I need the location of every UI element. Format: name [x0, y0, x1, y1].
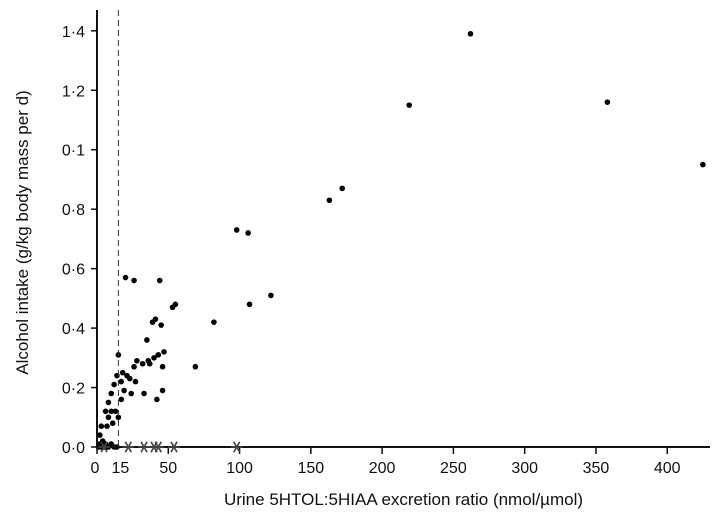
- data-point: [122, 274, 129, 281]
- star-marker: [122, 441, 135, 453]
- data-point: [467, 30, 474, 37]
- data-point: [108, 390, 115, 397]
- x-tick-label: 150: [297, 460, 324, 477]
- data-point: [156, 277, 163, 284]
- data-point: [118, 396, 125, 403]
- data-point: [339, 185, 346, 192]
- data-point: [159, 363, 166, 370]
- star-marker-stroke: [154, 441, 162, 453]
- data-point: [109, 420, 116, 427]
- star-marker-stroke: [233, 441, 241, 453]
- data-point: [114, 372, 120, 379]
- data-point: [233, 227, 240, 233]
- data-point: [211, 319, 217, 325]
- data-point: [159, 387, 166, 394]
- data-point: [139, 360, 146, 367]
- data-point: [115, 414, 122, 421]
- y-tick-label: 0·6: [62, 262, 85, 279]
- data-point: [119, 369, 126, 376]
- data-point: [141, 390, 147, 397]
- data-point: [245, 230, 251, 236]
- data-point: [126, 375, 133, 382]
- star-marker-stroke: [170, 441, 178, 453]
- x-axis-label: Urine 5HTOL:5HIAA excretion ratio (nmol/…: [224, 490, 583, 509]
- y-axis-label: Alcohol intake (g/kg body mass per d): [13, 90, 32, 374]
- data-point: [326, 197, 333, 204]
- x-tick-label: 100: [226, 460, 253, 477]
- y-tick-label: 1·2: [62, 83, 85, 100]
- data-point: [155, 352, 162, 358]
- star-marker: [98, 441, 111, 453]
- data-point: [98, 423, 105, 429]
- data-point: [131, 363, 137, 370]
- data-point: [97, 432, 103, 438]
- data-point: [246, 301, 253, 308]
- data-point: [161, 349, 167, 355]
- data-point: [111, 381, 117, 388]
- data-point: [154, 396, 160, 403]
- data-point: [132, 378, 139, 385]
- y-tick-label: 0·8: [62, 202, 85, 219]
- data-point: [152, 316, 159, 322]
- data-point: [104, 423, 110, 429]
- data-point: [158, 322, 164, 328]
- x-tick-label: 300: [511, 460, 538, 477]
- star-marker-stroke: [100, 441, 108, 453]
- y-axis-ticks: 0·0 0·2 0·4 0·6 0·8 0·1 1·2 1·4: [62, 24, 97, 457]
- data-point: [128, 390, 135, 397]
- points-layer: [95, 30, 706, 450]
- y-tick-label: 0·0: [62, 440, 85, 457]
- x-tick-label: 400: [654, 460, 681, 477]
- data-point: [700, 161, 706, 168]
- y-tick-label: 0·2: [62, 381, 85, 398]
- data-point: [172, 301, 179, 308]
- data-point: [192, 363, 199, 370]
- x-axis-ticks: 0 50 100 150 200 250 300 350 400: [91, 447, 681, 477]
- data-point: [134, 357, 140, 364]
- data-point: [146, 360, 153, 367]
- y-tick-label: 0·4: [62, 321, 85, 338]
- data-point: [131, 277, 137, 284]
- x-tick-label: 50: [159, 460, 177, 477]
- data-point: [112, 408, 119, 415]
- data-point: [604, 99, 611, 105]
- y-tick-label: 0·1: [62, 143, 85, 160]
- star-marker-stroke: [140, 441, 148, 453]
- x-tick-label: 250: [440, 460, 467, 477]
- data-point: [121, 387, 127, 394]
- data-point: [105, 414, 112, 421]
- x-tick-label: 0: [91, 460, 100, 477]
- reference-line-label: 15: [111, 460, 129, 477]
- x-tick-label: 350: [583, 460, 610, 477]
- data-point: [144, 337, 150, 343]
- star-marker: [152, 441, 165, 453]
- data-point: [102, 408, 109, 415]
- data-point: [151, 355, 157, 361]
- y-tick-label: 1·4: [62, 24, 85, 41]
- star-marker-stroke: [124, 441, 133, 453]
- data-point: [108, 408, 115, 415]
- data-point: [268, 292, 274, 299]
- data-point: [406, 102, 413, 108]
- x-tick-label: 200: [369, 460, 396, 477]
- star-markers-layer: [98, 441, 243, 453]
- star-marker: [230, 441, 243, 453]
- star-marker: [167, 441, 180, 453]
- data-point: [105, 399, 112, 406]
- data-point: [118, 378, 125, 385]
